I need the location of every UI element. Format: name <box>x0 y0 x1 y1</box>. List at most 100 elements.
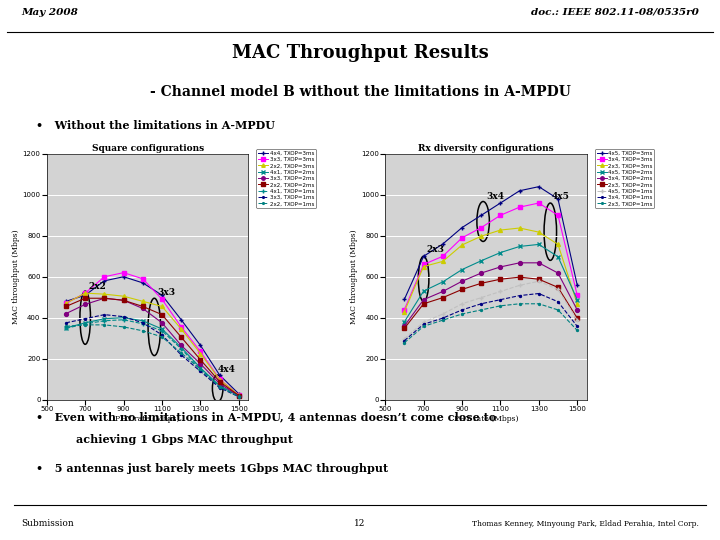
3x3, TXOP=3ms <box>81 290 89 296</box>
Line: 3x4, TXOP=2ms: 3x4, TXOP=2ms <box>402 261 579 328</box>
Y-axis label: MAC throughput (Mbps): MAC throughput (Mbps) <box>12 230 19 324</box>
Line: 4x4, TXOP=3ms: 4x4, TXOP=3ms <box>64 275 240 396</box>
3x4, TXOP=2ms <box>477 270 485 276</box>
2x2, TXOP=3ms <box>81 290 89 296</box>
2x3, TXOP=3ms <box>477 233 485 239</box>
2x3, TXOP=2ms <box>477 280 485 287</box>
2x2, TXOP=1ms <box>100 322 109 328</box>
4x4, TXOP=3ms <box>120 273 128 280</box>
2x2, TXOP=2ms <box>196 356 204 363</box>
3x4, TXOP=1ms <box>534 291 543 297</box>
4x1, TXOP=1ms <box>158 328 166 334</box>
2x2, TXOP=1ms <box>81 322 89 328</box>
4x5, TXOP=2ms <box>534 241 543 248</box>
4x1, TXOP=2ms <box>177 344 186 350</box>
4x5, TXOP=1ms <box>554 286 562 293</box>
4x4, TXOP=3ms <box>100 278 109 284</box>
3x3, TXOP=1ms <box>158 332 166 338</box>
2x2, TXOP=2ms <box>158 312 166 318</box>
Text: 3x3: 3x3 <box>157 288 176 297</box>
Text: May 2008: May 2008 <box>22 8 78 17</box>
4x5, TXOP=1ms <box>400 335 409 342</box>
3x3, TXOP=3ms <box>100 273 109 280</box>
3x3, TXOP=3ms <box>138 275 147 282</box>
4x4, TXOP=3ms <box>158 292 166 299</box>
4x5, TXOP=3ms <box>458 225 467 231</box>
4x1, TXOP=2ms <box>62 325 71 331</box>
4x1, TXOP=2ms <box>235 393 243 399</box>
3x3, TXOP=2ms <box>177 342 186 349</box>
2x2, TXOP=2ms <box>62 303 71 309</box>
4x5, TXOP=2ms <box>496 249 505 256</box>
4x5, TXOP=3ms <box>477 212 485 219</box>
3x3, TXOP=2ms <box>138 305 147 312</box>
2x2, TXOP=3ms <box>196 350 204 357</box>
4x1, TXOP=1ms <box>62 325 71 332</box>
3x4, TXOP=1ms <box>477 301 485 307</box>
Line: 2x3, TXOP=1ms: 2x3, TXOP=1ms <box>402 302 579 345</box>
3x4, TXOP=2ms <box>554 270 562 276</box>
2x3, TXOP=1ms <box>496 302 505 309</box>
4x5, TXOP=1ms <box>438 311 447 318</box>
3x4, TXOP=1ms <box>458 307 467 313</box>
2x2, TXOP=1ms <box>235 394 243 400</box>
3x4, TXOP=3ms <box>419 261 428 268</box>
Text: achieving 1 Gbps MAC throughput: achieving 1 Gbps MAC throughput <box>76 434 292 446</box>
3x3, TXOP=1ms <box>120 313 128 320</box>
X-axis label: PHY rate (Mbps): PHY rate (Mbps) <box>454 415 518 423</box>
3x4, TXOP=3ms <box>400 306 409 313</box>
2x3, TXOP=2ms <box>419 301 428 307</box>
4x5, TXOP=1ms <box>419 319 428 326</box>
4x5, TXOP=1ms <box>496 288 505 295</box>
2x3, TXOP=3ms <box>516 225 524 231</box>
Title: Square configurations: Square configurations <box>91 144 204 153</box>
2x3, TXOP=1ms <box>516 301 524 307</box>
4x4, TXOP=3ms <box>81 292 89 299</box>
4x5, TXOP=2ms <box>516 243 524 249</box>
4x1, TXOP=1ms <box>120 316 128 323</box>
Text: 3x4: 3x4 <box>486 192 504 201</box>
3x4, TXOP=2ms <box>516 260 524 266</box>
2x2, TXOP=2ms <box>235 392 243 399</box>
2x2, TXOP=1ms <box>158 334 166 340</box>
3x4, TXOP=2ms <box>438 288 447 295</box>
3x3, TXOP=1ms <box>235 394 243 400</box>
4x5, TXOP=3ms <box>573 282 582 288</box>
3x4, TXOP=2ms <box>419 296 428 303</box>
2x2, TXOP=1ms <box>215 383 224 390</box>
Text: doc.: IEEE 802.11-08/0535r0: doc.: IEEE 802.11-08/0535r0 <box>531 8 698 17</box>
3x4, TXOP=1ms <box>573 323 582 329</box>
3x4, TXOP=3ms <box>477 225 485 231</box>
3x3, TXOP=1ms <box>62 320 71 326</box>
Line: 2x3, TXOP=3ms: 2x3, TXOP=3ms <box>402 226 579 314</box>
4x1, TXOP=2ms <box>81 320 89 326</box>
3x4, TXOP=3ms <box>573 292 582 299</box>
2x3, TXOP=2ms <box>534 276 543 282</box>
4x5, TXOP=3ms <box>419 253 428 260</box>
3x3, TXOP=3ms <box>120 269 128 276</box>
2x3, TXOP=2ms <box>516 274 524 280</box>
2x3, TXOP=1ms <box>419 323 428 329</box>
3x3, TXOP=3ms <box>158 296 166 302</box>
3x4, TXOP=3ms <box>496 212 505 219</box>
Text: Submission: Submission <box>22 519 74 528</box>
4x1, TXOP=1ms <box>215 383 224 390</box>
2x2, TXOP=3ms <box>215 376 224 383</box>
2x3, TXOP=2ms <box>438 294 447 301</box>
Line: 3x4, TXOP=3ms: 3x4, TXOP=3ms <box>402 201 579 312</box>
3x4, TXOP=2ms <box>400 322 409 329</box>
3x3, TXOP=3ms <box>177 323 186 330</box>
3x3, TXOP=2ms <box>158 320 166 326</box>
3x4, TXOP=1ms <box>419 321 428 327</box>
4x5, TXOP=1ms <box>573 317 582 323</box>
Text: •   5 antennas just barely meets 1Gbps MAC throughput: • 5 antennas just barely meets 1Gbps MAC… <box>36 463 388 474</box>
4x5, TXOP=2ms <box>438 279 447 285</box>
4x1, TXOP=2ms <box>138 318 147 324</box>
2x3, TXOP=1ms <box>554 307 562 313</box>
Line: 2x2, TXOP=2ms: 2x2, TXOP=2ms <box>64 296 240 397</box>
3x4, TXOP=3ms <box>554 212 562 219</box>
3x4, TXOP=1ms <box>516 292 524 299</box>
2x3, TXOP=3ms <box>554 241 562 248</box>
Line: 3x3, TXOP=1ms: 3x3, TXOP=1ms <box>64 313 240 399</box>
4x5, TXOP=3ms <box>496 200 505 206</box>
